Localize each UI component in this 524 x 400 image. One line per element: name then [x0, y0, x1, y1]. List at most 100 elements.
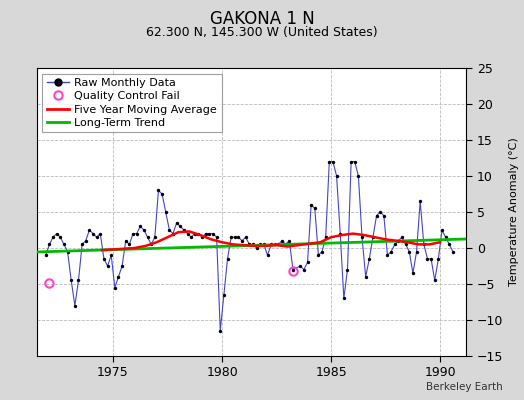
Point [264, 252, 272, 258]
Legend: Raw Monthly Data, Quality Control Fail, Five Year Moving Average, Long-Term Tren: Raw Monthly Data, Quality Control Fail, … [42, 74, 222, 132]
Point [340, 295, 348, 302]
Point [420, 241, 428, 248]
Point [445, 241, 453, 248]
Point [390, 241, 399, 248]
Text: Berkeley Earth: Berkeley Earth [427, 382, 503, 392]
Point [172, 220, 181, 226]
Point [180, 227, 188, 233]
Point [354, 173, 363, 179]
Point [401, 241, 410, 248]
Point [249, 241, 257, 248]
Point [198, 234, 206, 240]
Point [194, 230, 203, 237]
Point [111, 284, 119, 291]
Point [253, 245, 261, 251]
Point [380, 212, 388, 219]
Point [394, 238, 402, 244]
Point [129, 230, 137, 237]
Point [92, 234, 101, 240]
Point [78, 241, 86, 248]
Point [336, 230, 344, 237]
Point [63, 248, 72, 255]
Point [144, 234, 152, 240]
Point [60, 241, 68, 248]
Point [227, 234, 235, 240]
Point [307, 202, 315, 208]
Point [216, 328, 224, 334]
Text: GAKONA 1 N: GAKONA 1 N [210, 10, 314, 28]
Point [133, 230, 141, 237]
Point [85, 227, 94, 233]
Point [125, 241, 134, 248]
Point [387, 248, 395, 255]
Point [147, 241, 156, 248]
Point [322, 234, 330, 240]
Point [136, 223, 145, 230]
Point [343, 266, 352, 273]
Point [176, 223, 184, 230]
Point [441, 234, 450, 240]
Point [118, 263, 126, 269]
Point [56, 234, 64, 240]
Point [365, 256, 374, 262]
Point [212, 234, 221, 240]
Point [434, 256, 443, 262]
Point [67, 277, 75, 284]
Point [71, 302, 79, 309]
Point [245, 241, 254, 248]
Point [405, 248, 413, 255]
Point [351, 158, 359, 165]
Point [191, 230, 199, 237]
Point [332, 173, 341, 179]
Point [278, 238, 286, 244]
Point [431, 277, 439, 284]
Point [154, 187, 162, 194]
Point [303, 259, 312, 266]
Y-axis label: Temperature Anomaly (°C): Temperature Anomaly (°C) [509, 138, 519, 286]
Point [318, 248, 326, 255]
Point [358, 234, 366, 240]
Point [369, 234, 377, 240]
Text: 62.300 N, 145.300 W (United States): 62.300 N, 145.300 W (United States) [146, 26, 378, 39]
Point [423, 256, 432, 262]
Point [314, 252, 323, 258]
Point [281, 241, 290, 248]
Point [169, 230, 177, 237]
Point [274, 241, 282, 248]
Point [234, 234, 243, 240]
Point [256, 241, 265, 248]
Point [409, 270, 417, 276]
Point [362, 274, 370, 280]
Point [231, 234, 239, 240]
Point [398, 234, 406, 240]
Point [376, 209, 385, 215]
Point [161, 209, 170, 215]
Point [107, 252, 115, 258]
Point [412, 248, 421, 255]
Point [52, 230, 61, 237]
Point [289, 266, 297, 273]
Point [416, 198, 424, 204]
Point [300, 266, 308, 273]
Point [187, 234, 195, 240]
Point [438, 227, 446, 233]
Point [183, 230, 192, 237]
Point [114, 274, 123, 280]
Point [209, 230, 217, 237]
Point [82, 238, 90, 244]
Point [267, 241, 275, 248]
Point [373, 212, 381, 219]
Point [242, 234, 250, 240]
Point [122, 238, 130, 244]
Point [311, 205, 319, 212]
Point [449, 248, 457, 255]
Point [45, 241, 53, 248]
Point [238, 238, 246, 244]
Point [205, 230, 214, 237]
Point [325, 158, 333, 165]
Point [41, 252, 50, 258]
Point [74, 277, 83, 284]
Point [100, 256, 108, 262]
Point [285, 238, 293, 244]
Point [158, 191, 166, 197]
